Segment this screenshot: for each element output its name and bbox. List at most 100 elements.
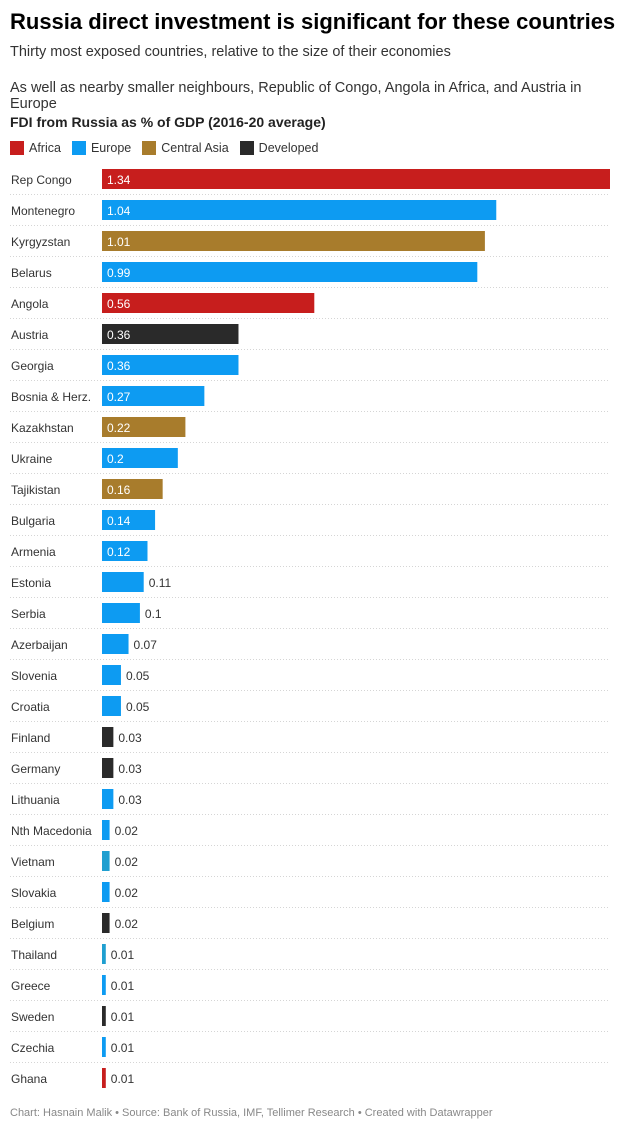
category-label: Thailand [11,948,57,962]
value-label: 0.02 [115,824,139,838]
value-label: 0.01 [111,948,135,962]
category-label: Estonia [11,576,51,590]
bar [102,417,186,437]
value-label: 0.99 [107,266,131,280]
category-label: Vietnam [11,855,55,869]
category-label: Czechia [11,1041,55,1055]
legend-swatch-africa [10,141,24,155]
bar [102,634,129,654]
bar [102,944,106,964]
category-label: Slovakia [11,886,57,900]
category-label: Finland [11,731,50,745]
value-label: 0.03 [118,731,142,745]
bar [102,293,315,313]
bar [102,386,205,406]
value-label: 0.01 [111,979,135,993]
value-label: 1.34 [107,173,131,187]
footer-credit: Chart: Hasnain Malik • Source: Bank of R… [10,1107,493,1119]
legend-item-central-asia: Central Asia [142,141,229,155]
bar [102,572,144,592]
value-label: 0.03 [118,793,142,807]
chart-heading: FDI from Russia as % of GDP (2016-20 ave… [10,114,326,130]
value-label: 0.01 [111,1072,135,1086]
chart-subtitle: Thirty most exposed countries, relative … [10,44,451,60]
value-label: 0.02 [115,855,139,869]
category-label: Rep Congo [11,173,72,187]
legend-item-africa: Africa [10,141,61,155]
bar [102,851,110,871]
category-label: Sweden [11,1010,54,1024]
category-label: Tajikistan [11,483,60,497]
bar [102,1006,106,1026]
category-label: Slovenia [11,669,57,683]
bar [102,541,148,561]
legend-label-central-asia: Central Asia [161,141,229,155]
chart-title: Russia direct investment is significant … [10,9,616,34]
category-label: Angola [11,297,49,311]
legend: Africa Europe Central Asia Developed [10,141,329,155]
value-label: 0.02 [115,917,139,931]
value-label: 0.03 [118,762,142,776]
bar [102,262,478,282]
legend-item-developed: Developed [239,141,319,155]
value-label: 0.02 [115,886,139,900]
value-label: 0.14 [107,514,131,528]
category-label: Belgium [11,917,54,931]
value-label: 0.22 [107,421,131,435]
category-label: Croatia [11,700,50,714]
bar [102,820,110,840]
category-label: Kyrgyzstan [11,235,70,249]
category-label: Kazakhstan [11,421,74,435]
chart-subtitle-2: As well as nearby smaller neighbours, Re… [10,80,582,112]
bar [102,696,121,716]
legend-label-africa: Africa [29,141,61,155]
value-label: 0.36 [107,359,131,373]
value-label: 0.05 [126,669,150,683]
category-label: Germany [11,762,60,776]
value-label: 0.27 [107,390,131,404]
bar [102,1068,106,1088]
category-label: Belarus [11,266,52,280]
value-label: 1.04 [107,204,131,218]
bar [102,1037,106,1057]
bar [102,603,140,623]
value-label: 0.01 [111,1041,135,1055]
value-label: 0.05 [126,700,150,714]
value-label: 0.12 [107,545,131,559]
category-label: Azerbaijan [11,638,68,652]
value-label: 0.1 [145,607,162,621]
bar [102,882,110,902]
legend-swatch-europe [71,141,86,155]
category-label: Montenegro [11,204,75,218]
category-label: Lithuania [11,793,60,807]
bar [102,913,110,933]
bar [102,789,114,809]
category-label: Austria [11,328,49,342]
value-label: 0.56 [107,297,131,311]
category-label: Armenia [11,545,56,559]
value-label: 0.01 [111,1010,135,1024]
legend-label-developed: Developed [258,141,319,155]
bar [102,200,497,220]
legend-label-europe: Europe [90,141,132,155]
bar [102,758,114,778]
bar-chart: Rep Congo 1.34 Montenegro 1.04 Kyrgyzstan 1.0… [10,169,610,1088]
value-label: 0.11 [149,576,172,590]
category-label: Ghana [11,1072,47,1086]
bar [102,324,239,344]
bar [102,510,156,530]
bar [102,355,239,375]
value-label: 1.01 [107,235,131,249]
bar [102,479,163,499]
bar [102,727,114,747]
legend-swatch-central-asia [142,141,157,155]
value-label: 0.07 [134,638,158,652]
category-label: Georgia [11,359,54,373]
bar [102,975,106,995]
category-label: Bulgaria [11,514,55,528]
bar [102,665,121,685]
value-label: 0.2 [107,452,124,466]
value-label: 0.16 [107,483,131,497]
value-label: 0.36 [107,328,131,342]
category-label: Ukraine [11,452,53,466]
